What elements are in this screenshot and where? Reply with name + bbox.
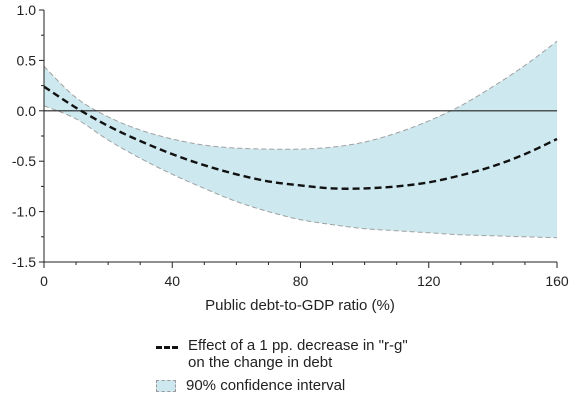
confidence-band — [44, 41, 557, 238]
axes: 1.0 0.5 0.0 -0.5 -1.0 -1.50 40 80 120 160 — [12, 2, 569, 289]
x-axis-title: Public debt-to-GDP ratio (%) — [205, 297, 395, 314]
band-upper-edge — [43, 40, 558, 150]
legend-label-effect: Effect of a 1 pp. decrease in "r-g" on t… — [188, 337, 408, 371]
x-tick-label: 40 — [164, 273, 180, 289]
legend-label-effect-line2: on the change in debt — [188, 354, 333, 371]
y-tick-label: 1.0 — [17, 2, 37, 18]
legend-swatch-dashed-line — [156, 346, 178, 349]
y-tick-label: 0.5 — [17, 52, 37, 68]
x-tick-label: 120 — [417, 273, 441, 289]
y-tick-label: -0.5 — [12, 153, 36, 169]
legend-item-effect: Effect of a 1 pp. decrease in "r-g" on t… — [156, 337, 556, 371]
effect-line — [43, 85, 558, 190]
legend-item-ci: 90% confidence interval — [156, 377, 556, 394]
x-tick-label: 160 — [545, 273, 569, 289]
band-lower-edge — [43, 105, 558, 239]
effect-line-layer — [43, 85, 558, 190]
legend-label-ci: 90% confidence interval — [186, 377, 346, 394]
y-tick-label: 0.0 — [17, 103, 37, 119]
legend-label-effect-line1: Effect of a 1 pp. decrease in "r-g" — [188, 337, 408, 354]
confidence-band-layer — [43, 40, 558, 239]
y-tick-label: -1.5 — [12, 254, 36, 270]
legend: Effect of a 1 pp. decrease in "r-g" on t… — [156, 337, 556, 400]
x-tick-label: 0 — [40, 273, 48, 289]
y-tick-label: -1.0 — [12, 204, 36, 220]
x-tick-label: 80 — [293, 273, 309, 289]
legend-swatch-band — [156, 380, 176, 392]
